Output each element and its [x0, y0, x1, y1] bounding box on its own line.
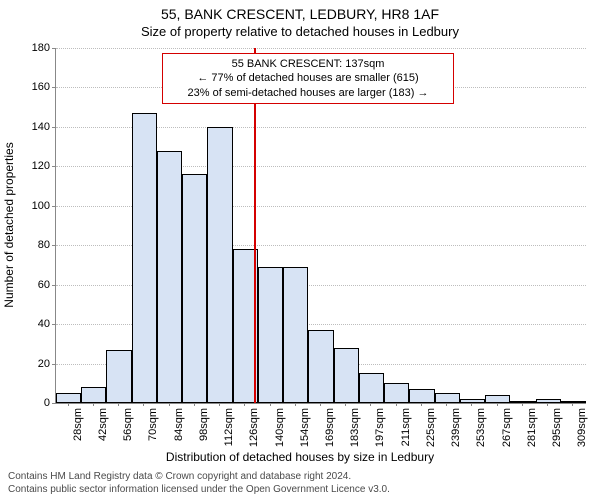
x-tick-label: 28sqm	[72, 408, 84, 441]
y-tick-label: 60	[10, 279, 50, 291]
histogram-bar	[409, 389, 434, 403]
footer-line-2: Contains public sector information licen…	[8, 484, 390, 497]
x-tick-label: 154sqm	[299, 408, 311, 447]
x-tick-mark	[68, 403, 69, 406]
histogram-bar	[157, 151, 182, 403]
x-tick-mark	[143, 403, 144, 406]
x-tick-label: 197sqm	[374, 408, 386, 447]
histogram-bar	[334, 348, 359, 403]
x-tick-label: 239sqm	[450, 408, 462, 447]
x-tick-label: 281sqm	[526, 408, 538, 447]
x-tick-label: 42sqm	[97, 408, 109, 441]
x-tick-label: 70sqm	[147, 408, 159, 441]
histogram-bar	[510, 401, 535, 403]
page-title: 55, BANK CRESCENT, LEDBURY, HR8 1AF	[0, 6, 600, 22]
x-tick-label: 112sqm	[223, 408, 235, 446]
y-tick-mark	[52, 285, 55, 286]
x-tick-label: 169sqm	[324, 408, 336, 447]
footer-line-1: Contains HM Land Registry data © Crown c…	[8, 471, 390, 484]
histogram-bar	[384, 383, 409, 403]
x-tick-mark	[471, 403, 472, 406]
x-tick-mark	[295, 403, 296, 406]
x-tick-label: 225sqm	[425, 408, 437, 447]
x-tick-mark	[497, 403, 498, 406]
x-tick-mark	[345, 403, 346, 406]
histogram-bar	[56, 393, 81, 403]
x-tick-label: 126sqm	[248, 408, 260, 447]
x-tick-label: 211sqm	[400, 408, 412, 446]
histogram-bar	[132, 113, 157, 403]
x-tick-mark	[93, 403, 94, 406]
annotation-box: 55 BANK CRESCENT: 137sqm ← 77% of detach…	[162, 53, 454, 104]
y-tick-mark	[52, 166, 55, 167]
y-tick-mark	[52, 206, 55, 207]
histogram-bar	[258, 267, 283, 403]
y-tick-mark	[52, 324, 55, 325]
x-tick-label: 84sqm	[173, 408, 185, 441]
x-tick-mark	[194, 403, 195, 406]
histogram-bar	[182, 174, 207, 403]
histogram-bar	[283, 267, 308, 403]
x-tick-mark	[219, 403, 220, 406]
x-tick-label: 98sqm	[198, 408, 210, 441]
footer-attribution: Contains HM Land Registry data © Crown c…	[8, 471, 390, 496]
y-tick-mark	[52, 48, 55, 49]
y-tick-mark	[52, 87, 55, 88]
x-tick-mark	[244, 403, 245, 406]
y-tick-label: 160	[10, 81, 50, 93]
chart-container: 55, BANK CRESCENT, LEDBURY, HR8 1AF Size…	[0, 0, 600, 500]
histogram-bar	[81, 387, 106, 403]
x-axis-label: Distribution of detached houses by size …	[0, 450, 600, 464]
histogram-bar	[308, 330, 333, 403]
y-tick-label: 20	[10, 358, 50, 370]
x-tick-label: 183sqm	[349, 408, 361, 447]
y-tick-mark	[52, 245, 55, 246]
histogram-bar	[106, 350, 131, 403]
histogram-bar	[207, 127, 232, 403]
annotation-line-1: 55 BANK CRESCENT: 137sqm	[169, 57, 447, 71]
x-tick-mark	[522, 403, 523, 406]
x-tick-label: 295sqm	[551, 408, 563, 447]
y-tick-label: 180	[10, 42, 50, 54]
histogram-bar	[359, 373, 384, 403]
y-tick-label: 120	[10, 160, 50, 172]
annotation-line-3: 23% of semi-detached houses are larger (…	[169, 86, 447, 100]
x-tick-mark	[396, 403, 397, 406]
annotation-line-2: ← 77% of detached houses are smaller (61…	[169, 71, 447, 85]
x-tick-mark	[446, 403, 447, 406]
y-tick-label: 140	[10, 121, 50, 133]
plot-area: 55 BANK CRESCENT: 137sqm ← 77% of detach…	[55, 48, 586, 404]
x-tick-mark	[547, 403, 548, 406]
y-tick-mark	[52, 403, 55, 404]
histogram-bar	[435, 393, 460, 403]
y-tick-label: 40	[10, 318, 50, 330]
x-tick-label: 253sqm	[475, 408, 487, 447]
y-tick-label: 80	[10, 239, 50, 251]
x-tick-label: 56sqm	[122, 408, 134, 441]
y-tick-mark	[52, 364, 55, 365]
histogram-bar	[485, 395, 510, 403]
y-tick-label: 100	[10, 200, 50, 212]
x-tick-label: 309sqm	[576, 408, 588, 447]
x-tick-mark	[169, 403, 170, 406]
x-tick-mark	[370, 403, 371, 406]
x-tick-mark	[270, 403, 271, 406]
y-tick-mark	[52, 127, 55, 128]
y-tick-label: 0	[10, 397, 50, 409]
x-tick-mark	[572, 403, 573, 406]
x-tick-mark	[118, 403, 119, 406]
x-tick-label: 267sqm	[501, 408, 513, 447]
page-subtitle: Size of property relative to detached ho…	[0, 24, 600, 39]
x-tick-label: 140sqm	[274, 408, 286, 447]
x-tick-mark	[421, 403, 422, 406]
x-tick-mark	[320, 403, 321, 406]
